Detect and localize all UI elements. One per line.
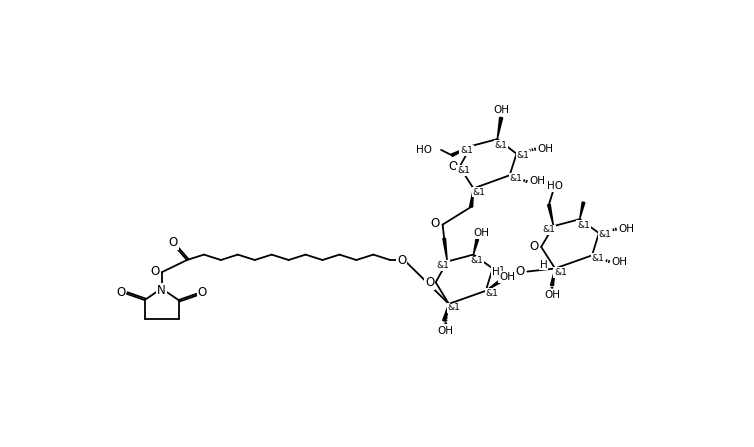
Text: O: O bbox=[198, 286, 207, 299]
Text: OH: OH bbox=[611, 257, 628, 266]
Text: &1: &1 bbox=[492, 266, 505, 274]
Polygon shape bbox=[443, 304, 449, 321]
Polygon shape bbox=[474, 239, 479, 255]
Text: O: O bbox=[515, 265, 524, 278]
Text: &1: &1 bbox=[542, 225, 556, 235]
Polygon shape bbox=[580, 202, 585, 219]
Text: O: O bbox=[425, 276, 434, 289]
Text: &1: &1 bbox=[554, 268, 567, 277]
Text: &1: &1 bbox=[457, 166, 470, 175]
Text: OH: OH bbox=[499, 272, 515, 282]
Text: &1: &1 bbox=[599, 230, 611, 239]
Text: O: O bbox=[397, 253, 406, 266]
Text: H: H bbox=[540, 260, 547, 270]
Text: O: O bbox=[529, 240, 539, 253]
Polygon shape bbox=[547, 204, 553, 226]
Polygon shape bbox=[452, 146, 471, 156]
Text: &1: &1 bbox=[495, 141, 507, 150]
Text: N: N bbox=[158, 283, 166, 296]
Text: OH: OH bbox=[438, 326, 454, 336]
Polygon shape bbox=[486, 280, 501, 291]
Text: O: O bbox=[168, 236, 178, 249]
Text: O: O bbox=[431, 216, 440, 230]
Text: OH: OH bbox=[529, 177, 545, 186]
Text: &1: &1 bbox=[460, 146, 473, 155]
Text: &1: &1 bbox=[510, 174, 523, 183]
Text: &1: &1 bbox=[486, 289, 498, 298]
Text: &1: &1 bbox=[473, 188, 486, 197]
Text: &1: &1 bbox=[448, 303, 461, 312]
Polygon shape bbox=[470, 188, 474, 207]
Text: O: O bbox=[449, 160, 458, 173]
Text: HO: HO bbox=[416, 145, 432, 155]
Text: H: H bbox=[492, 266, 500, 277]
Text: OH: OH bbox=[473, 228, 489, 238]
Text: &1: &1 bbox=[516, 151, 529, 160]
Text: &1: &1 bbox=[577, 221, 590, 230]
Polygon shape bbox=[498, 117, 503, 139]
Text: OH: OH bbox=[544, 291, 560, 300]
Polygon shape bbox=[550, 269, 555, 286]
Polygon shape bbox=[443, 238, 447, 261]
Text: O: O bbox=[151, 265, 160, 278]
Text: HO: HO bbox=[547, 181, 563, 191]
Text: &1: &1 bbox=[470, 256, 484, 265]
Text: OH: OH bbox=[619, 224, 635, 234]
Text: OH: OH bbox=[538, 144, 554, 154]
Text: OH: OH bbox=[493, 105, 509, 115]
Text: &1: &1 bbox=[437, 261, 449, 270]
Text: O: O bbox=[116, 286, 125, 299]
Text: &1: &1 bbox=[592, 254, 605, 263]
